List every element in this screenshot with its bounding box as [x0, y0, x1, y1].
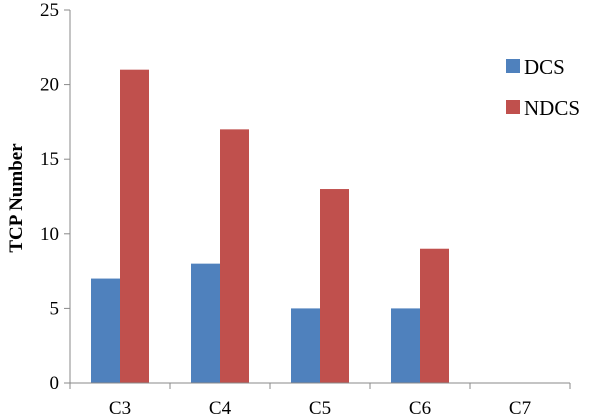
legend-label-ndcs: NDCS — [524, 96, 580, 120]
y-tick-label: 15 — [40, 149, 59, 170]
y-tick-label: 25 — [40, 0, 59, 21]
y-tick-label: 20 — [40, 75, 59, 96]
legend-swatch-ndcs — [506, 100, 520, 114]
x-tick-label: C7 — [509, 398, 531, 419]
bars-group — [91, 69, 449, 384]
y-tick-label: 10 — [40, 224, 59, 245]
bar-dcs-c5 — [291, 308, 320, 383]
bar-ndcs-c5 — [320, 189, 349, 383]
y-axis-title: TCP Number — [6, 143, 27, 253]
bar-ndcs-c4 — [220, 129, 249, 383]
x-tick-label: C6 — [409, 398, 431, 419]
bar-ndcs-c3 — [120, 69, 149, 384]
bar-dcs-c6 — [391, 308, 420, 383]
x-tick-label: C3 — [109, 398, 131, 419]
x-tick-label: C4 — [209, 398, 232, 419]
legend: DCS NDCS — [506, 55, 580, 120]
y-tick-label: 5 — [50, 298, 60, 319]
bar-ndcs-c6 — [420, 248, 449, 383]
y-axis-ticks: 0 5 10 15 20 25 — [40, 0, 70, 394]
x-tick-label: C5 — [309, 398, 331, 419]
legend-label-dcs: DCS — [524, 55, 565, 79]
x-axis-ticks: C3 C4 C5 C6 C7 — [69, 383, 571, 419]
bar-dcs-c3 — [91, 278, 120, 383]
y-tick-label: 0 — [50, 373, 60, 394]
bar-dcs-c4 — [191, 263, 220, 383]
legend-swatch-dcs — [506, 59, 520, 73]
